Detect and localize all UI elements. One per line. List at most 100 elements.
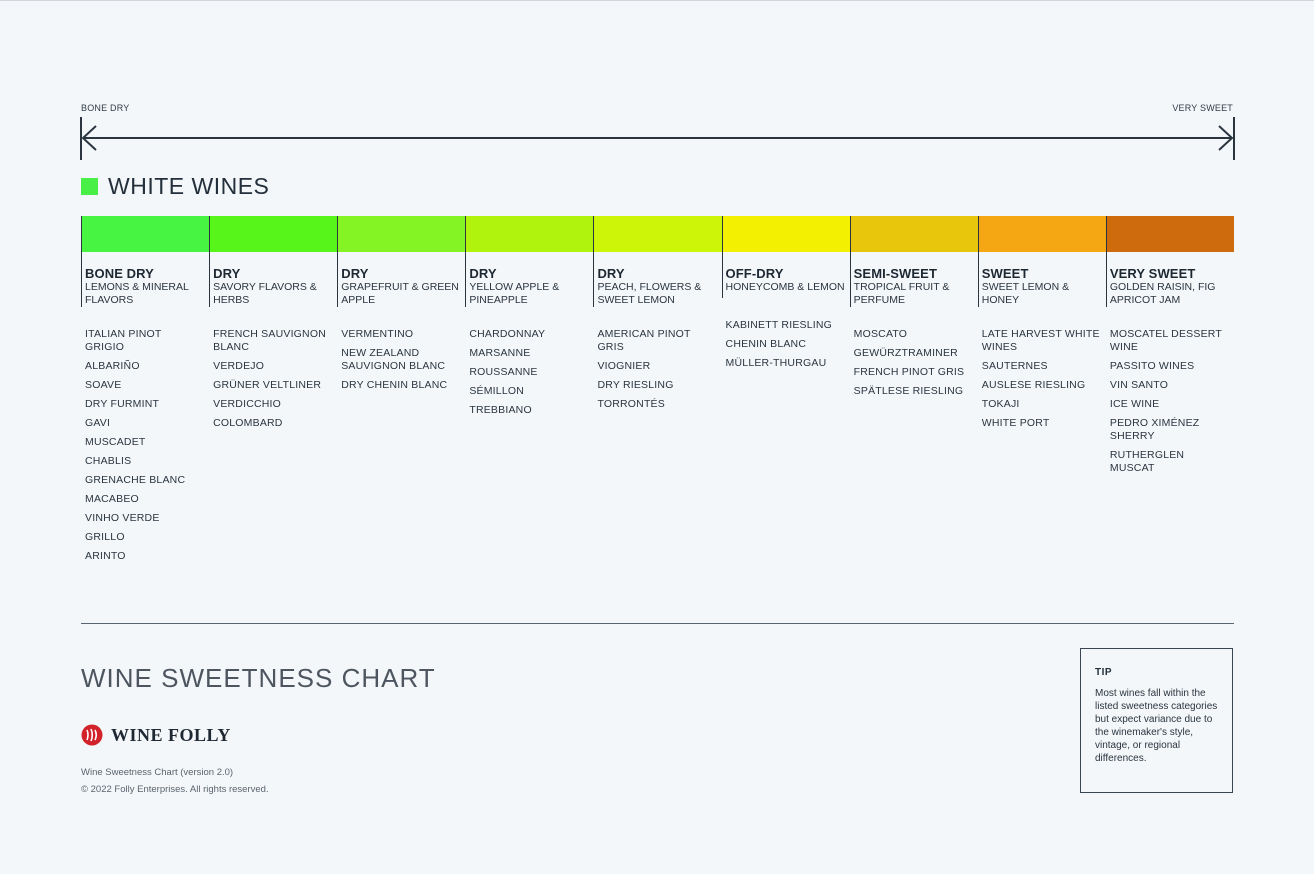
wine-list: ITALIAN PINOT GRIGIO ALBARIÑO SOAVE DRY FUR… — [81, 307, 209, 563]
sweetness-level: SWEET — [981, 266, 1029, 281]
wine-item: DRY CHENIN BLANC — [341, 379, 448, 391]
wine-item: TORRONTÉS — [597, 398, 665, 410]
wine-list: CHARDONNAY MARSANNE ROUSSANNE SÉMILLON TREBB… — [465, 307, 593, 417]
scale-right-label: VERY SWEET — [1172, 103, 1233, 113]
wine-item: CHARDONNAY — [469, 328, 546, 340]
sweetness-level: VERY SWEET — [1109, 266, 1196, 281]
brand: WINE FOLLY — [81, 724, 231, 746]
column-header: VERY SWEET GOLDEN RAISIN, FIG APRICOT JAM — [1105, 252, 1234, 307]
wine-item: ALBARIÑO — [85, 360, 140, 372]
flavor-description: SWEET LEMON & HONEY — [981, 281, 1070, 306]
wine-item: VINHO VERDE — [85, 512, 160, 524]
wine-item: MOSCATO — [853, 328, 908, 340]
sweetness-column: DRY SAVORY FLAVORS & HERBS FRENCH SAUVIGNO… — [209, 216, 338, 569]
wine-item: TREBBIANO — [469, 404, 532, 416]
chart-title: WINE SWEETNESS CHART — [81, 663, 436, 693]
wine-item: PEDRO XIMÉNEZ SHERRY — [1109, 417, 1200, 442]
wine-item: SOAVE — [85, 379, 122, 391]
wine-list: LATE HARVEST WHITE WINES SAUTERNES AUSLESE… — [978, 307, 1106, 430]
scale-left-label: BONE DRY — [81, 103, 130, 113]
flavor-description: HONEYCOMB & LEMON — [725, 281, 845, 293]
flavor-description: TROPICAL FRUIT & PERFUME — [853, 281, 950, 306]
wine-item: ITALIAN PINOT GRIGIO — [85, 328, 162, 353]
flavor-description: LEMONS & MINERAL FLAVORS — [85, 281, 189, 306]
version-note: Wine Sweetness Chart (version 2.0) — [81, 767, 234, 778]
wine-item: GRÜNER VELTLINER — [213, 379, 322, 391]
wine-item: ROUSSANNE — [469, 366, 538, 378]
tip-title: TIP — [1095, 667, 1113, 678]
flavor-description: SAVORY FLAVORS & HERBS — [213, 281, 317, 306]
sweetness-level: DRY — [213, 266, 241, 281]
wine-item: AUSLESE RIESLING — [981, 379, 1086, 391]
wine-item: MACABEO — [85, 493, 139, 505]
sweetness-column: OFF-DRY HONEYCOMB & LEMON KABINETT RIESLIN… — [721, 216, 850, 569]
wine-item: CHABLIS — [85, 455, 132, 467]
column-header: SWEET SWEET LEMON & HONEY — [977, 252, 1106, 307]
wine-item: MARSANNE — [469, 347, 531, 359]
wine-list: VERMENTINO NEW ZEALAND SAUVIGNON BLANC DRY… — [337, 307, 465, 392]
wine-item: VIN SANTO — [1109, 379, 1169, 391]
wine-item: VERDEJO — [213, 360, 265, 372]
brand-name: WINE FOLLY — [111, 724, 231, 745]
flavor-description: GRAPEFRUIT & GREEN APPLE — [341, 281, 459, 306]
copyright-note: © 2022 Folly Enterprises. All rights res… — [81, 784, 269, 795]
sweetness-color-bar — [977, 216, 1106, 252]
wine-item: SAUTERNES — [981, 360, 1048, 372]
sweetness-color-bar — [721, 216, 850, 252]
wine-item: PASSITO WINES — [1109, 360, 1195, 372]
tip-text: Most wines fall within the listed sweetn… — [1095, 688, 1218, 764]
sweetness-column: DRY YELLOW APPLE & PINEAPPLE CHARDONNAY MAR… — [465, 216, 594, 569]
footer-divider — [81, 623, 1234, 624]
sweetness-color-bar — [1105, 216, 1234, 252]
white-wines-swatch — [81, 178, 98, 195]
wine-item: ICE WINE — [1109, 398, 1160, 410]
sweetness-columns: BONE DRY LEMONS & MINERAL FLAVORS ITALIAN … — [81, 216, 1234, 569]
sweetness-level: DRY — [469, 266, 497, 281]
wine-item: ARINTO — [85, 550, 126, 562]
sweetness-column: SWEET SWEET LEMON & HONEY LATE HARVEST WHI… — [977, 216, 1106, 569]
wine-item: DRY FURMINT — [85, 398, 160, 410]
wine-item: MOSCATEL DESSERT WINE — [1109, 328, 1222, 353]
sweetness-column: BONE DRY LEMONS & MINERAL FLAVORS ITALIAN … — [81, 216, 210, 569]
wine-item: TOKAJI — [981, 398, 1020, 410]
sweetness-column: SEMI-SWEET TROPICAL FRUIT & PERFUME MOSCAT… — [849, 216, 978, 569]
sweetness-color-bar — [849, 216, 978, 252]
sweetness-color-bar — [209, 216, 338, 252]
sweetness-color-bar — [593, 216, 722, 252]
wine-item: COLOMBARD — [213, 417, 283, 429]
wine-item: NEW ZEALAND SAUVIGNON BLANC — [341, 347, 446, 372]
column-header: BONE DRY LEMONS & MINERAL FLAVORS — [81, 252, 209, 307]
sweetness-scale-arrow — [80, 117, 1235, 160]
wine-item: AMERICAN PINOT GRIS — [597, 328, 691, 353]
wine-item: SPÄTLESE RIESLING — [853, 385, 964, 397]
wine-item: VIOGNIER — [597, 360, 651, 372]
section-title-text: WHITE WINES — [108, 173, 270, 199]
sweetness-color-bar — [337, 216, 466, 252]
wine-item: FRENCH SAUVIGNON BLANC — [213, 328, 326, 353]
column-header: DRY GRAPEFRUIT & GREEN APPLE — [337, 252, 465, 307]
tip-box: TIP Most wines fall within the listed sw… — [1080, 648, 1233, 793]
wine-item: MÜLLER-THURGAU — [725, 357, 827, 369]
wine-item: SÉMILLON — [469, 385, 525, 397]
column-header: SEMI-SWEET TROPICAL FRUIT & PERFUME — [849, 252, 978, 307]
wine-item: WHITE PORT — [981, 417, 1050, 429]
flavor-description: YELLOW APPLE & PINEAPPLE — [469, 281, 560, 306]
wine-item: VERMENTINO — [341, 328, 414, 340]
sweetness-column: DRY GRAPEFRUIT & GREEN APPLE VERMENTINO NEW… — [337, 216, 466, 569]
wine-item: GEWÜRZTRAMINER — [853, 347, 958, 359]
flavor-description: GOLDEN RAISIN, FIG APRICOT JAM — [1109, 281, 1216, 306]
sweetness-level: BONE DRY — [85, 266, 154, 281]
wine-item: CHENIN BLANC — [725, 338, 807, 350]
wine-list: AMERICAN PINOT GRIS VIOGNIER DRY RIESLING T… — [593, 307, 721, 411]
wine-item: LATE HARVEST WHITE WINES — [981, 328, 1100, 353]
sweetness-level: DRY — [341, 266, 369, 281]
wine-folly-logo-icon — [81, 724, 103, 746]
sweetness-level: OFF-DRY — [725, 266, 784, 281]
wine-item: GRILLO — [85, 531, 125, 543]
wine-item: VERDICCHIO — [213, 398, 282, 410]
sweetness-level: SEMI-SWEET — [853, 266, 937, 281]
sweetness-column: DRY PEACH, FLOWERS & SWEET LEMON AMERICAN … — [593, 216, 722, 569]
wine-list: MOSCATEL DESSERT WINE PASSITO WINES VIN SA… — [1106, 307, 1234, 475]
wine-item: FRENCH PINOT GRIS — [853, 366, 965, 378]
flavor-description: PEACH, FLOWERS & SWEET LEMON — [597, 281, 702, 306]
